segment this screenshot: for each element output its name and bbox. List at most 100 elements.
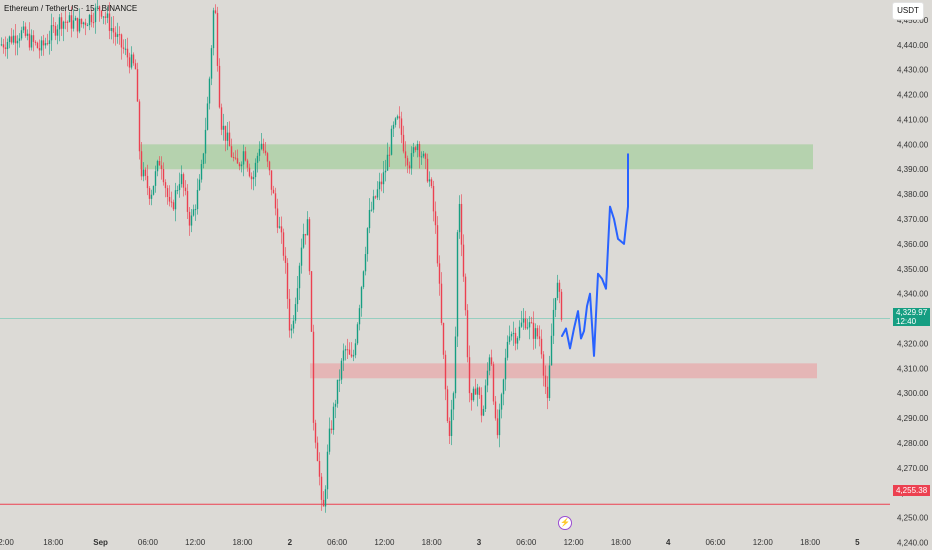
candle-body xyxy=(300,247,303,266)
candle-body xyxy=(80,18,83,25)
candle-body xyxy=(384,170,387,173)
candle-body xyxy=(34,41,37,43)
candle-body xyxy=(94,7,97,23)
candle-body xyxy=(560,291,563,320)
candle-body xyxy=(244,151,247,161)
candle-body xyxy=(234,157,237,159)
candle-body xyxy=(404,151,407,159)
price-tick-label: 4,450.00 xyxy=(897,16,929,25)
candle-body xyxy=(8,36,11,42)
candle-body xyxy=(56,29,59,36)
candle-body xyxy=(474,388,477,395)
candle-body xyxy=(326,451,329,490)
candle-body xyxy=(30,35,33,48)
currency-button[interactable]: USDT xyxy=(892,2,924,20)
candle-body xyxy=(170,201,173,203)
candle-body xyxy=(32,35,35,42)
candle-body xyxy=(6,41,9,50)
candle-body xyxy=(534,328,537,339)
candle-body xyxy=(224,125,227,141)
candle-body xyxy=(454,336,457,394)
candle-body xyxy=(16,40,19,44)
candle-body xyxy=(476,387,479,395)
candle-body xyxy=(418,144,421,157)
candle-body xyxy=(58,17,61,30)
candle-body xyxy=(134,63,137,70)
candle-body xyxy=(558,282,561,292)
candle-body xyxy=(126,48,129,58)
candle-body xyxy=(280,226,283,233)
candle-body xyxy=(446,389,449,422)
candle-body xyxy=(508,336,511,342)
candle-body xyxy=(202,153,205,165)
time-tick-label: 12:00 xyxy=(374,538,395,547)
candle-body xyxy=(120,34,123,48)
candle-body xyxy=(304,234,307,236)
candle-body xyxy=(264,150,267,154)
candle-body xyxy=(92,22,95,24)
candle-body xyxy=(438,263,441,284)
price-tick-label: 4,250.00 xyxy=(897,514,929,523)
price-tick-label: 4,400.00 xyxy=(897,140,929,149)
candle-body xyxy=(442,322,445,355)
price-tick-label: 4,350.00 xyxy=(897,265,929,274)
candle-body xyxy=(70,15,73,29)
candle-body xyxy=(464,276,467,311)
time-tick-label: 12:00 xyxy=(564,538,585,547)
candle-body xyxy=(414,147,417,151)
candle-body xyxy=(542,354,545,376)
candle-body xyxy=(228,132,231,147)
candle-body xyxy=(132,54,135,64)
candle-body xyxy=(108,13,111,31)
candle-body xyxy=(180,174,183,185)
candle-body xyxy=(174,190,177,210)
resistance-zone xyxy=(140,144,813,170)
candle-body xyxy=(188,211,191,226)
candle-body xyxy=(398,116,401,119)
time-axis[interactable]: 2:00 18:00 Sep 06:00 12:00 18:00 2 06:00 12:00 18… xyxy=(0,535,890,550)
candle-body xyxy=(378,181,381,190)
candle-body xyxy=(196,189,199,210)
candle-body xyxy=(288,298,291,331)
candle-body xyxy=(72,20,75,29)
candle-body xyxy=(428,179,431,182)
candle-body xyxy=(220,107,223,130)
candle-body xyxy=(156,161,159,172)
price-axis[interactable]: 4,450.00 4,440.00 4,430.00 4,420.00 4,410.00… xyxy=(890,0,932,550)
candle-body xyxy=(104,16,107,18)
candle-body xyxy=(320,476,323,500)
candle-body xyxy=(208,78,211,104)
candle-body xyxy=(86,25,89,27)
candle-body xyxy=(250,176,253,180)
candle-body xyxy=(252,177,255,180)
candle-body xyxy=(472,388,475,401)
candle-body xyxy=(486,370,489,386)
candle-body xyxy=(410,153,413,169)
candle-body xyxy=(420,156,423,158)
lightning-icon[interactable]: ⚡ xyxy=(558,516,572,530)
candle-body xyxy=(490,357,493,365)
candle-body xyxy=(258,148,261,156)
candle-body xyxy=(200,164,203,180)
candle-body xyxy=(128,57,131,68)
candle-body xyxy=(218,65,221,108)
candle-body xyxy=(526,327,529,329)
price-tick-label: 4,360.00 xyxy=(897,240,929,249)
symbol-title[interactable]: Ethereum / TetherUS · 15 · BINANCE xyxy=(4,4,138,13)
candle-body xyxy=(176,190,179,192)
candle-body xyxy=(360,287,363,309)
candle-body xyxy=(440,283,443,323)
candle-body xyxy=(138,101,141,152)
time-tick-label: 06:00 xyxy=(516,538,537,547)
candle-body xyxy=(342,350,345,361)
time-tick-label: 2:00 xyxy=(0,538,14,547)
candle-body xyxy=(376,189,379,198)
candle-body xyxy=(334,403,337,407)
candle-body xyxy=(246,160,249,168)
support-zone xyxy=(310,363,817,379)
time-tick-label: Sep xyxy=(93,538,108,547)
candle-body xyxy=(308,219,311,272)
price-tick-label: 4,240.00 xyxy=(897,539,929,548)
